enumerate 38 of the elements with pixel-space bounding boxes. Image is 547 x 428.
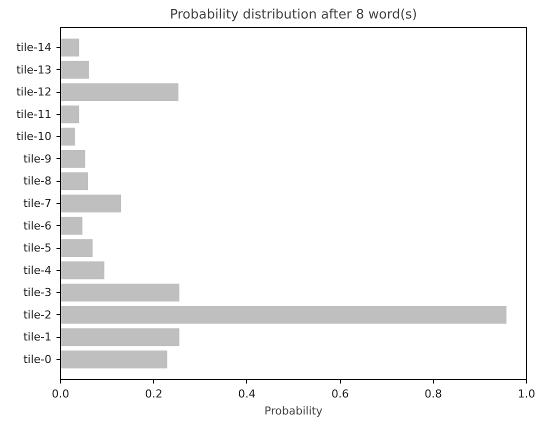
y-tick-label: tile-12 — [16, 86, 52, 99]
y-tick-label: tile-3 — [23, 286, 52, 300]
bar — [60, 172, 88, 190]
y-tick-label: tile-11 — [16, 108, 52, 121]
bar — [60, 150, 86, 168]
y-tick-label: tile-5 — [23, 242, 52, 255]
chart-title: Probability distribution after 8 word(s) — [170, 8, 418, 22]
bar — [60, 306, 506, 324]
x-tick-label: 0.0 — [52, 388, 70, 400]
bar — [60, 216, 82, 235]
y-tick-label: tile-6 — [23, 219, 52, 232]
x-axis-title: Probability — [264, 404, 324, 418]
y-tick-label: tile-14 — [16, 41, 52, 54]
y-tick-label: tile-13 — [16, 63, 52, 76]
x-tick-label: 1.0 — [518, 388, 536, 400]
bar — [60, 350, 168, 368]
bar — [60, 194, 122, 212]
bar — [60, 261, 104, 280]
x-tick-label: 0.4 — [238, 388, 256, 400]
x-tick-label: 0.6 — [331, 388, 349, 400]
bar — [60, 60, 89, 79]
bar — [60, 83, 178, 102]
y-tick-label: tile-4 — [23, 264, 52, 277]
x-tick-label: 0.8 — [424, 388, 442, 400]
y-tick-label: tile-2 — [23, 308, 52, 322]
y-tick-label: tile-0 — [23, 352, 52, 366]
bar — [60, 128, 75, 146]
bar — [60, 328, 180, 346]
x-tick-label: 0.2 — [144, 388, 162, 400]
bar — [60, 239, 93, 257]
bar — [60, 105, 80, 124]
bar — [60, 284, 180, 302]
y-tick-label: tile-8 — [23, 174, 52, 188]
y-tick-label: tile-7 — [23, 197, 52, 210]
y-tick-label: tile-9 — [23, 152, 52, 166]
y-tick-label: tile-10 — [16, 130, 52, 144]
bar — [60, 38, 80, 56]
y-tick-label: tile-1 — [23, 330, 52, 344]
